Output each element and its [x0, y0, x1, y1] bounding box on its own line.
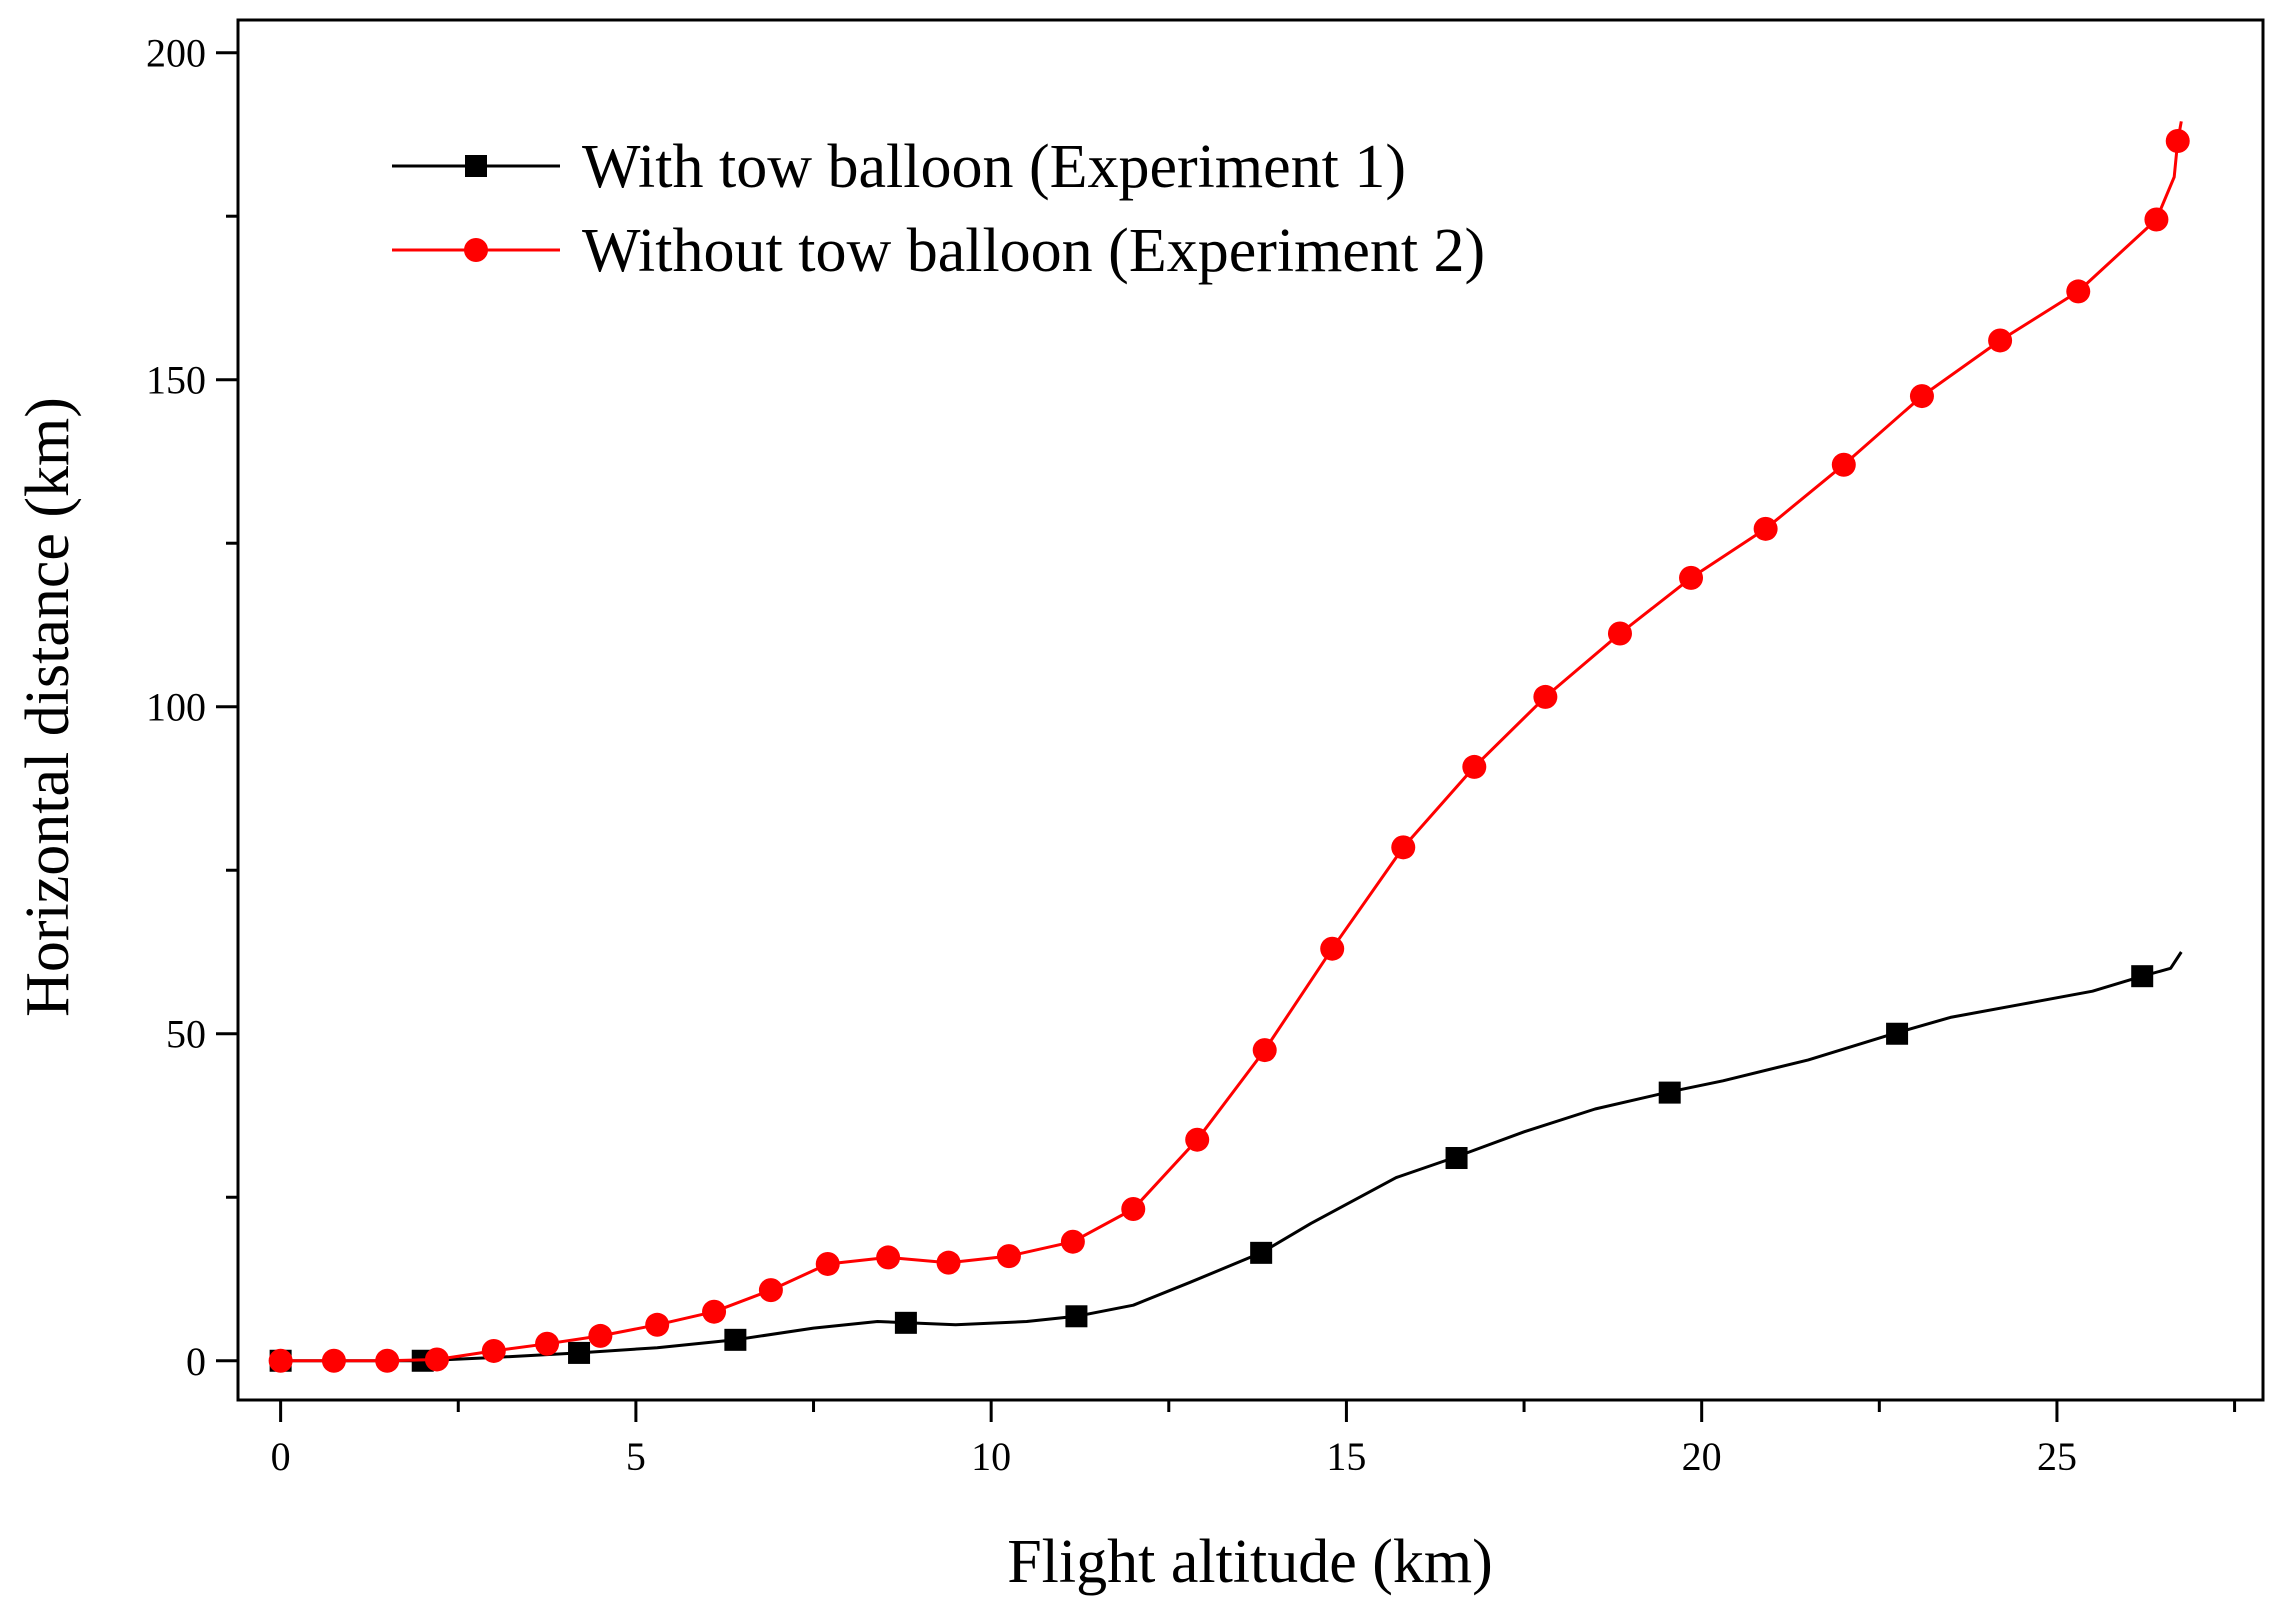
- data-point: [702, 1299, 727, 1324]
- data-point: [936, 1250, 961, 1275]
- x-tick-label: 15: [1326, 1434, 1366, 1479]
- data-point: [1909, 384, 1934, 409]
- series-2: [268, 121, 2190, 1373]
- y-axis-title: Horizontal distance (km): [14, 397, 82, 1017]
- x-tick-label: 5: [626, 1434, 646, 1479]
- x-tick-label: 10: [971, 1434, 1011, 1479]
- data-point: [1886, 1022, 1909, 1045]
- data-point: [375, 1348, 400, 1373]
- data-point: [2165, 128, 2190, 153]
- data-point: [894, 1311, 917, 1334]
- data-point: [1753, 516, 1778, 541]
- data-point: [1679, 565, 1704, 590]
- series-line: [280, 121, 2183, 1363]
- x-tick-label: 20: [1682, 1434, 1722, 1479]
- plot-frame: [236, 18, 2265, 1402]
- series-line: [280, 951, 2183, 1363]
- data-point: [1607, 621, 1632, 646]
- legend: With tow balloon (Experiment 1) Without t…: [392, 133, 1485, 285]
- data-point: [2131, 965, 2154, 988]
- data-point: [815, 1251, 840, 1276]
- data-point: [876, 1245, 901, 1270]
- data-point: [568, 1341, 591, 1364]
- data-point: [1658, 1081, 1681, 1104]
- data-point: [268, 1348, 293, 1373]
- axis-ticks: 0 5 10 15 20 25 0 50 100 150 200: [146, 31, 2237, 1479]
- data-point: [1462, 754, 1487, 779]
- data-point: [724, 1328, 747, 1351]
- series-layer: [268, 121, 2190, 1373]
- data-point: [1065, 1305, 1088, 1328]
- data-point: [645, 1312, 670, 1337]
- y-tick-label: 100: [146, 685, 206, 730]
- data-point: [1250, 1241, 1273, 1264]
- legend-label: With tow balloon (Experiment 1): [582, 133, 1406, 201]
- series-1: [269, 951, 2183, 1372]
- data-point: [1445, 1147, 1468, 1170]
- data-point: [1533, 684, 1558, 709]
- x-tick-label: 25: [2037, 1434, 2077, 1479]
- y-tick-label: 0: [186, 1339, 206, 1384]
- data-point: [758, 1278, 783, 1303]
- data-point: [996, 1244, 1021, 1269]
- legend-item: Without tow balloon (Experiment 2): [392, 217, 1485, 285]
- data-point: [1831, 452, 1856, 477]
- data-point: [1060, 1229, 1085, 1254]
- data-point: [424, 1347, 449, 1372]
- data-point: [1988, 328, 2013, 353]
- x-axis-title: Flight altitude (km): [1007, 1528, 1493, 1596]
- y-tick-label: 50: [166, 1012, 206, 1057]
- data-point: [1320, 936, 1345, 961]
- legend-item: With tow balloon (Experiment 1): [392, 133, 1406, 201]
- data-point: [588, 1323, 613, 1348]
- data-point: [321, 1348, 346, 1373]
- legend-marker: [465, 155, 487, 177]
- data-point: [1391, 835, 1416, 860]
- data-point: [535, 1331, 560, 1356]
- data-point: [1121, 1197, 1146, 1222]
- x-tick-label: 0: [271, 1434, 291, 1479]
- legend-label: Without tow balloon (Experiment 2): [582, 217, 1485, 285]
- data-point: [2066, 279, 2091, 304]
- legend-marker: [464, 238, 488, 262]
- data-point: [2144, 207, 2169, 232]
- y-tick-label: 150: [146, 358, 206, 403]
- data-point: [1252, 1038, 1277, 1063]
- data-point: [481, 1338, 506, 1363]
- data-point: [1185, 1127, 1210, 1152]
- y-tick-label: 200: [146, 31, 206, 76]
